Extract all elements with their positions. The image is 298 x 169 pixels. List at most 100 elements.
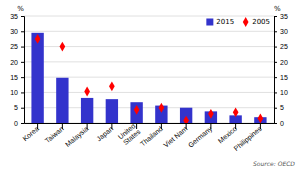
- tick: Malaysia: [64, 123, 90, 149]
- tick-label: 35: [10, 13, 18, 20]
- tick-label: 0: [14, 120, 18, 127]
- tick: 25: [10, 43, 24, 50]
- tick: 15: [10, 74, 24, 81]
- bar-series: [31, 33, 266, 123]
- tick: 25: [274, 43, 288, 50]
- tick: 30: [274, 28, 288, 35]
- chart: KoreaTaiwanMalaysiaJapanUnitedStatesThai…: [0, 0, 298, 169]
- tick-label: Taiwan: [44, 125, 65, 144]
- tick-label: 15: [280, 74, 288, 81]
- dot: [159, 103, 165, 113]
- tick-label: 35: [280, 13, 288, 20]
- dot: [134, 105, 140, 115]
- dot: [208, 109, 214, 119]
- tick-label: Japan: [95, 125, 115, 143]
- grid: [24, 16, 274, 123]
- tick-mark: [274, 62, 277, 63]
- tick-label: 20: [10, 59, 18, 66]
- tick-label: 15: [10, 74, 18, 81]
- tick-mark: [21, 77, 24, 78]
- tick: Thailand: [139, 123, 164, 148]
- tick-mark: [21, 31, 24, 32]
- y2-axis: 0 5 10 15 20 25 30 35: [274, 13, 288, 127]
- tick-label: 20: [280, 59, 288, 66]
- tick-label: 25: [10, 43, 18, 50]
- axis-line: [21, 17, 25, 124]
- dot: [60, 42, 66, 52]
- tick-mark: [274, 77, 277, 78]
- tick: 5: [14, 104, 24, 111]
- tick: 35: [10, 13, 24, 20]
- tick-mark: [21, 62, 24, 63]
- tick: Germany: [187, 123, 215, 150]
- tick: Taiwan: [44, 123, 65, 144]
- legend-swatch: [243, 17, 249, 27]
- bar: [56, 78, 68, 123]
- tick: 30: [10, 28, 24, 35]
- tick-label: 10: [10, 89, 18, 96]
- tick-mark: [21, 108, 24, 109]
- tick-label: Germany: [187, 125, 215, 150]
- bar: [106, 99, 118, 123]
- tick-mark: [274, 16, 277, 17]
- tick-label: 0: [280, 120, 284, 127]
- tick-label: Viet Nam: [162, 125, 189, 149]
- bar: [81, 98, 93, 123]
- tick: 20: [10, 59, 24, 66]
- bar: [130, 102, 142, 123]
- legend-label: 2015: [216, 18, 234, 26]
- grid-line: [24, 61, 274, 62]
- tick-label: 25: [280, 43, 288, 50]
- legend-item: 2005: [243, 17, 270, 27]
- tick-mark: [21, 47, 24, 48]
- legend-label: 2005: [252, 18, 270, 26]
- tick-mark: [21, 123, 24, 124]
- tick-label: Philippines: [232, 125, 263, 153]
- dot: [183, 116, 189, 123]
- tick: 15: [274, 74, 288, 81]
- tick: Mexico: [217, 123, 239, 145]
- tick: Philippines: [232, 123, 263, 153]
- tick: 10: [10, 89, 24, 96]
- y-axis: 0 5 10 15 20 25 30 35: [10, 13, 24, 127]
- tick: 5: [274, 104, 284, 111]
- tick-mark: [21, 92, 24, 93]
- dot: [233, 107, 239, 117]
- tick-label: 5: [280, 104, 284, 111]
- tick-mark: [274, 31, 277, 32]
- legend-item: 2015: [206, 18, 234, 26]
- bar: [31, 33, 43, 123]
- tick-mark: [274, 47, 277, 48]
- tick-label: 30: [280, 28, 288, 35]
- tick-label: Mexico: [217, 125, 239, 145]
- tick: Japan: [95, 123, 115, 143]
- annotation: Source: OECD: [253, 160, 295, 167]
- grid-line: [24, 31, 274, 32]
- tick: 35: [274, 13, 288, 20]
- y-label: %: [17, 5, 24, 13]
- x-axis: KoreaTaiwanMalaysiaJapanUnitedStatesThai…: [21, 122, 274, 153]
- tick-label: 5: [14, 104, 18, 111]
- tick: 10: [274, 89, 288, 96]
- tick-label: 10: [280, 89, 288, 96]
- tick-label: Malaysia: [64, 125, 90, 149]
- tick: 20: [274, 59, 288, 66]
- grid-line: [24, 16, 274, 17]
- y2-label: %: [274, 5, 281, 13]
- dot: [109, 81, 115, 91]
- tick-mark: [274, 92, 277, 93]
- legend: 2015 2005: [206, 17, 270, 27]
- tick-mark: [274, 123, 277, 124]
- tick-label: Korea: [21, 125, 40, 142]
- dot: [35, 34, 41, 44]
- tick-mark: [274, 108, 277, 109]
- legend-swatch: [206, 19, 213, 26]
- tick-label: Thailand: [139, 125, 164, 148]
- tick: Korea: [21, 123, 40, 142]
- dot: [84, 87, 90, 97]
- grid-line: [24, 77, 274, 78]
- tick: Viet Nam: [162, 123, 189, 149]
- tick-mark: [21, 16, 24, 17]
- marks: [31, 33, 266, 123]
- tick: 0: [14, 120, 24, 127]
